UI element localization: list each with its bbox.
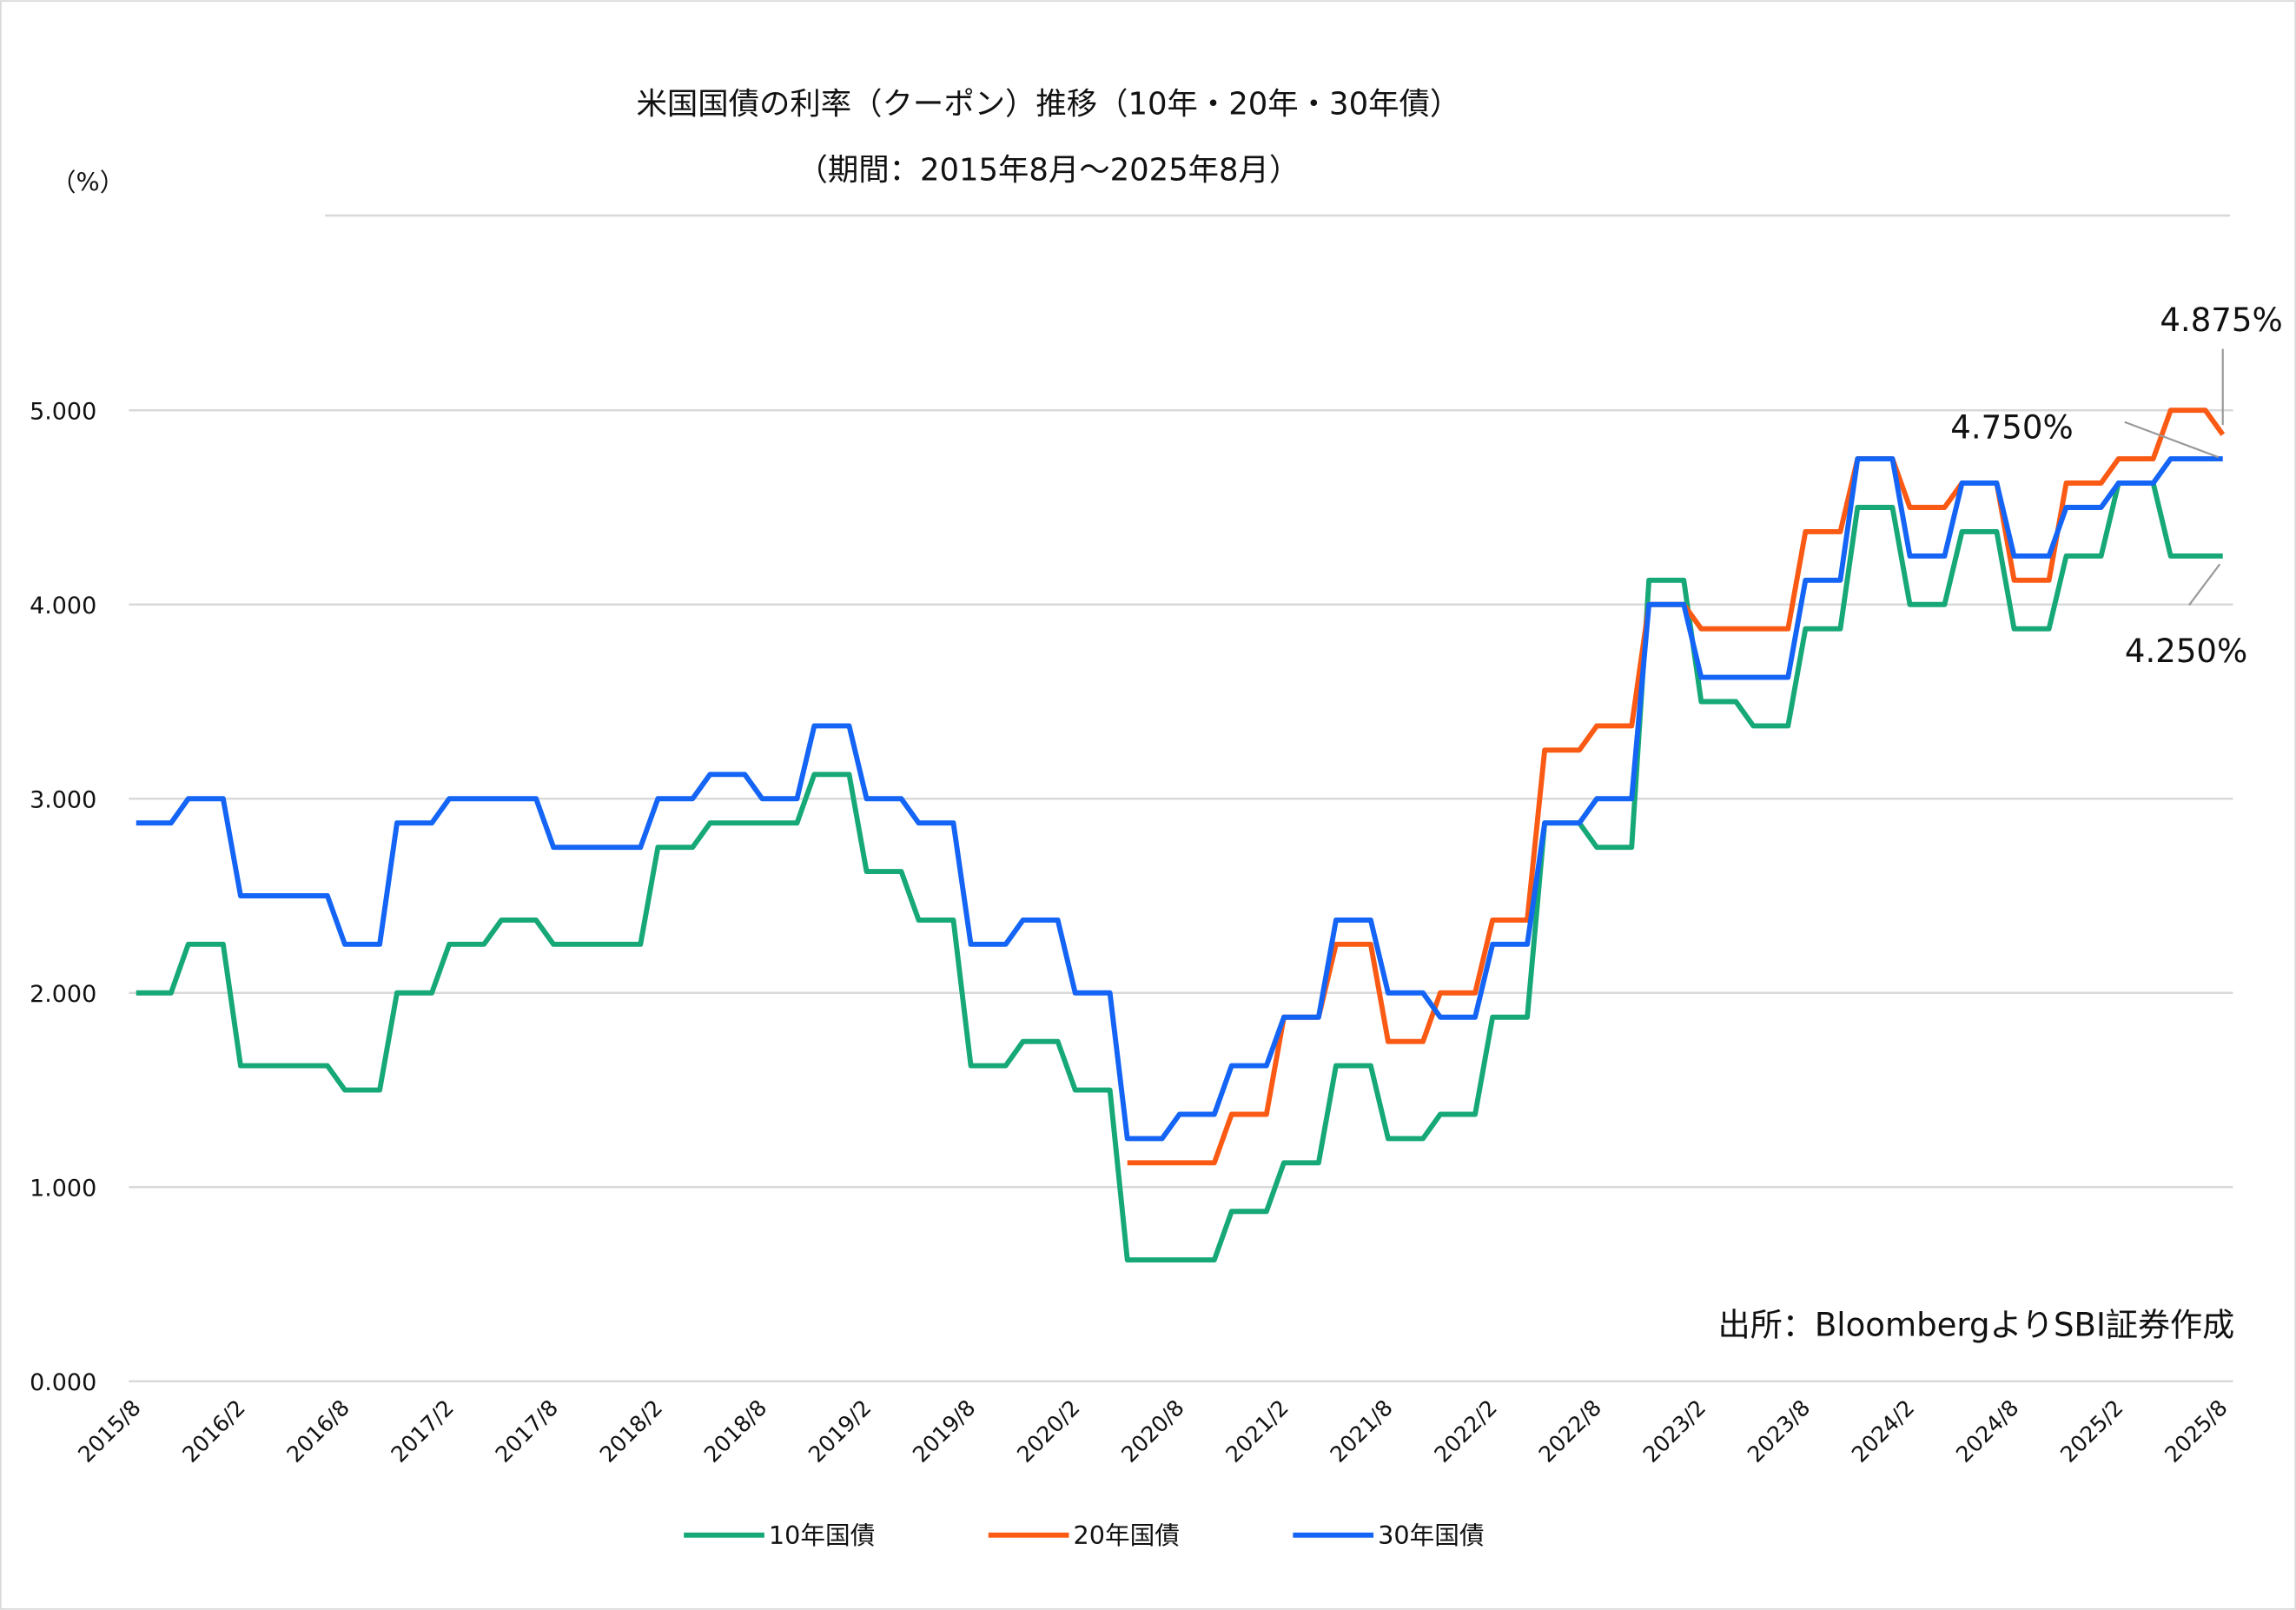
y-tick-label: 4.000 <box>30 593 96 619</box>
legend-label: 30年国債 <box>1378 1521 1484 1550</box>
chart-subtitle: （期間：2015年8月～2025年8月） <box>797 153 1300 189</box>
series-line-3 <box>136 456 2223 1142</box>
series-line-1 <box>136 480 2223 1262</box>
y-tick-label: 2.000 <box>30 981 96 1008</box>
y-tick-label: 1.000 <box>30 1175 96 1202</box>
annotation-leader <box>2188 563 2221 606</box>
y-tick-label: 0.000 <box>30 1369 96 1396</box>
y-tick-label: 5.000 <box>30 398 96 425</box>
source-note: 出所：BloombergよりSBI証券作成 <box>1718 1307 2235 1344</box>
y-axis-label: （%） <box>51 167 125 196</box>
data-label: 4.875% <box>2160 301 2282 339</box>
data-label: 4.750% <box>1950 408 2073 446</box>
y-tick-label: 3.000 <box>30 786 96 813</box>
legend-label: 20年国債 <box>1074 1521 1180 1550</box>
chart-title: 米国国債の利率（クーポン）推移（10年・20年・30年債） <box>637 87 1461 123</box>
legend-label: 10年国債 <box>769 1521 875 1550</box>
data-label: 4.250% <box>2125 633 2247 670</box>
annotation-leader <box>2124 421 2220 459</box>
